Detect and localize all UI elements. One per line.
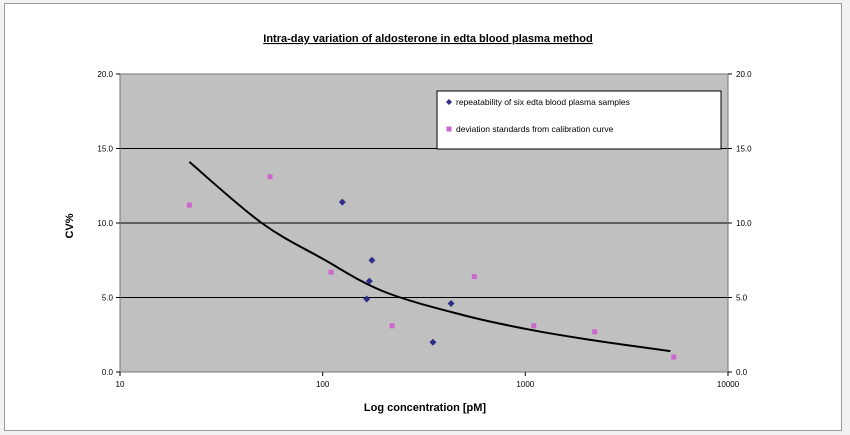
y2-tick-label: 20.0 — [736, 70, 752, 79]
data-point-deviation — [531, 323, 537, 329]
y2-tick-label: 10.0 — [736, 219, 752, 228]
data-point-repeatability — [363, 295, 371, 303]
data-points — [186, 174, 677, 360]
y-tick-label: 20.0 — [97, 70, 113, 79]
y-tick-label: 15.0 — [97, 145, 113, 154]
y2-tick-label: 15.0 — [736, 145, 752, 154]
y-axis-ticks: 0.0 5.0 10.0 15.0 20.0 — [97, 70, 120, 377]
chart-title: Intra-day variation of aldosterone in ed… — [263, 33, 592, 45]
legend-diamond-marker — [446, 99, 452, 105]
data-point-deviation — [592, 329, 598, 335]
x-tick-label: 10 — [116, 380, 125, 389]
x-tick-label: 1000 — [516, 380, 534, 389]
legend-square-marker — [446, 126, 452, 132]
x-axis-ticks: 10 100 1000 10000 — [116, 372, 740, 389]
x-axis-title: Log concentration [pM] — [364, 402, 487, 414]
y-tick-label: 10.0 — [97, 219, 113, 228]
y2-tick-label: 5.0 — [736, 294, 748, 303]
y-tick-label: 5.0 — [102, 294, 114, 303]
data-point-repeatability — [429, 338, 437, 346]
data-point-deviation — [671, 354, 677, 360]
data-point-deviation — [186, 202, 192, 208]
data-point-repeatability — [365, 277, 373, 285]
trendline — [188, 161, 671, 353]
data-point-deviation — [389, 323, 395, 329]
data-point-deviation — [267, 174, 273, 180]
y2-tick-label: 0.0 — [736, 368, 748, 377]
x-tick-label: 10000 — [717, 380, 740, 389]
data-point-deviation — [471, 274, 477, 280]
x-tick-label: 100 — [316, 380, 330, 389]
y-axis-title: CV% — [64, 213, 76, 238]
legend-label-deviation: deviation standards from calibration cur… — [456, 124, 614, 134]
data-point-repeatability — [338, 198, 346, 206]
y-tick-label: 0.0 — [102, 368, 114, 377]
data-point-repeatability — [447, 299, 455, 307]
legend: repeatability of six edta blood plasma s… — [436, 90, 722, 150]
data-point-repeatability — [368, 256, 376, 264]
legend-box — [436, 90, 722, 150]
y2-axis-ticks: 0.0 5.0 10.0 15.0 20.0 — [728, 70, 752, 377]
legend-label-repeatability: repeatability of six edta blood plasma s… — [456, 97, 630, 107]
data-point-deviation — [328, 269, 334, 275]
